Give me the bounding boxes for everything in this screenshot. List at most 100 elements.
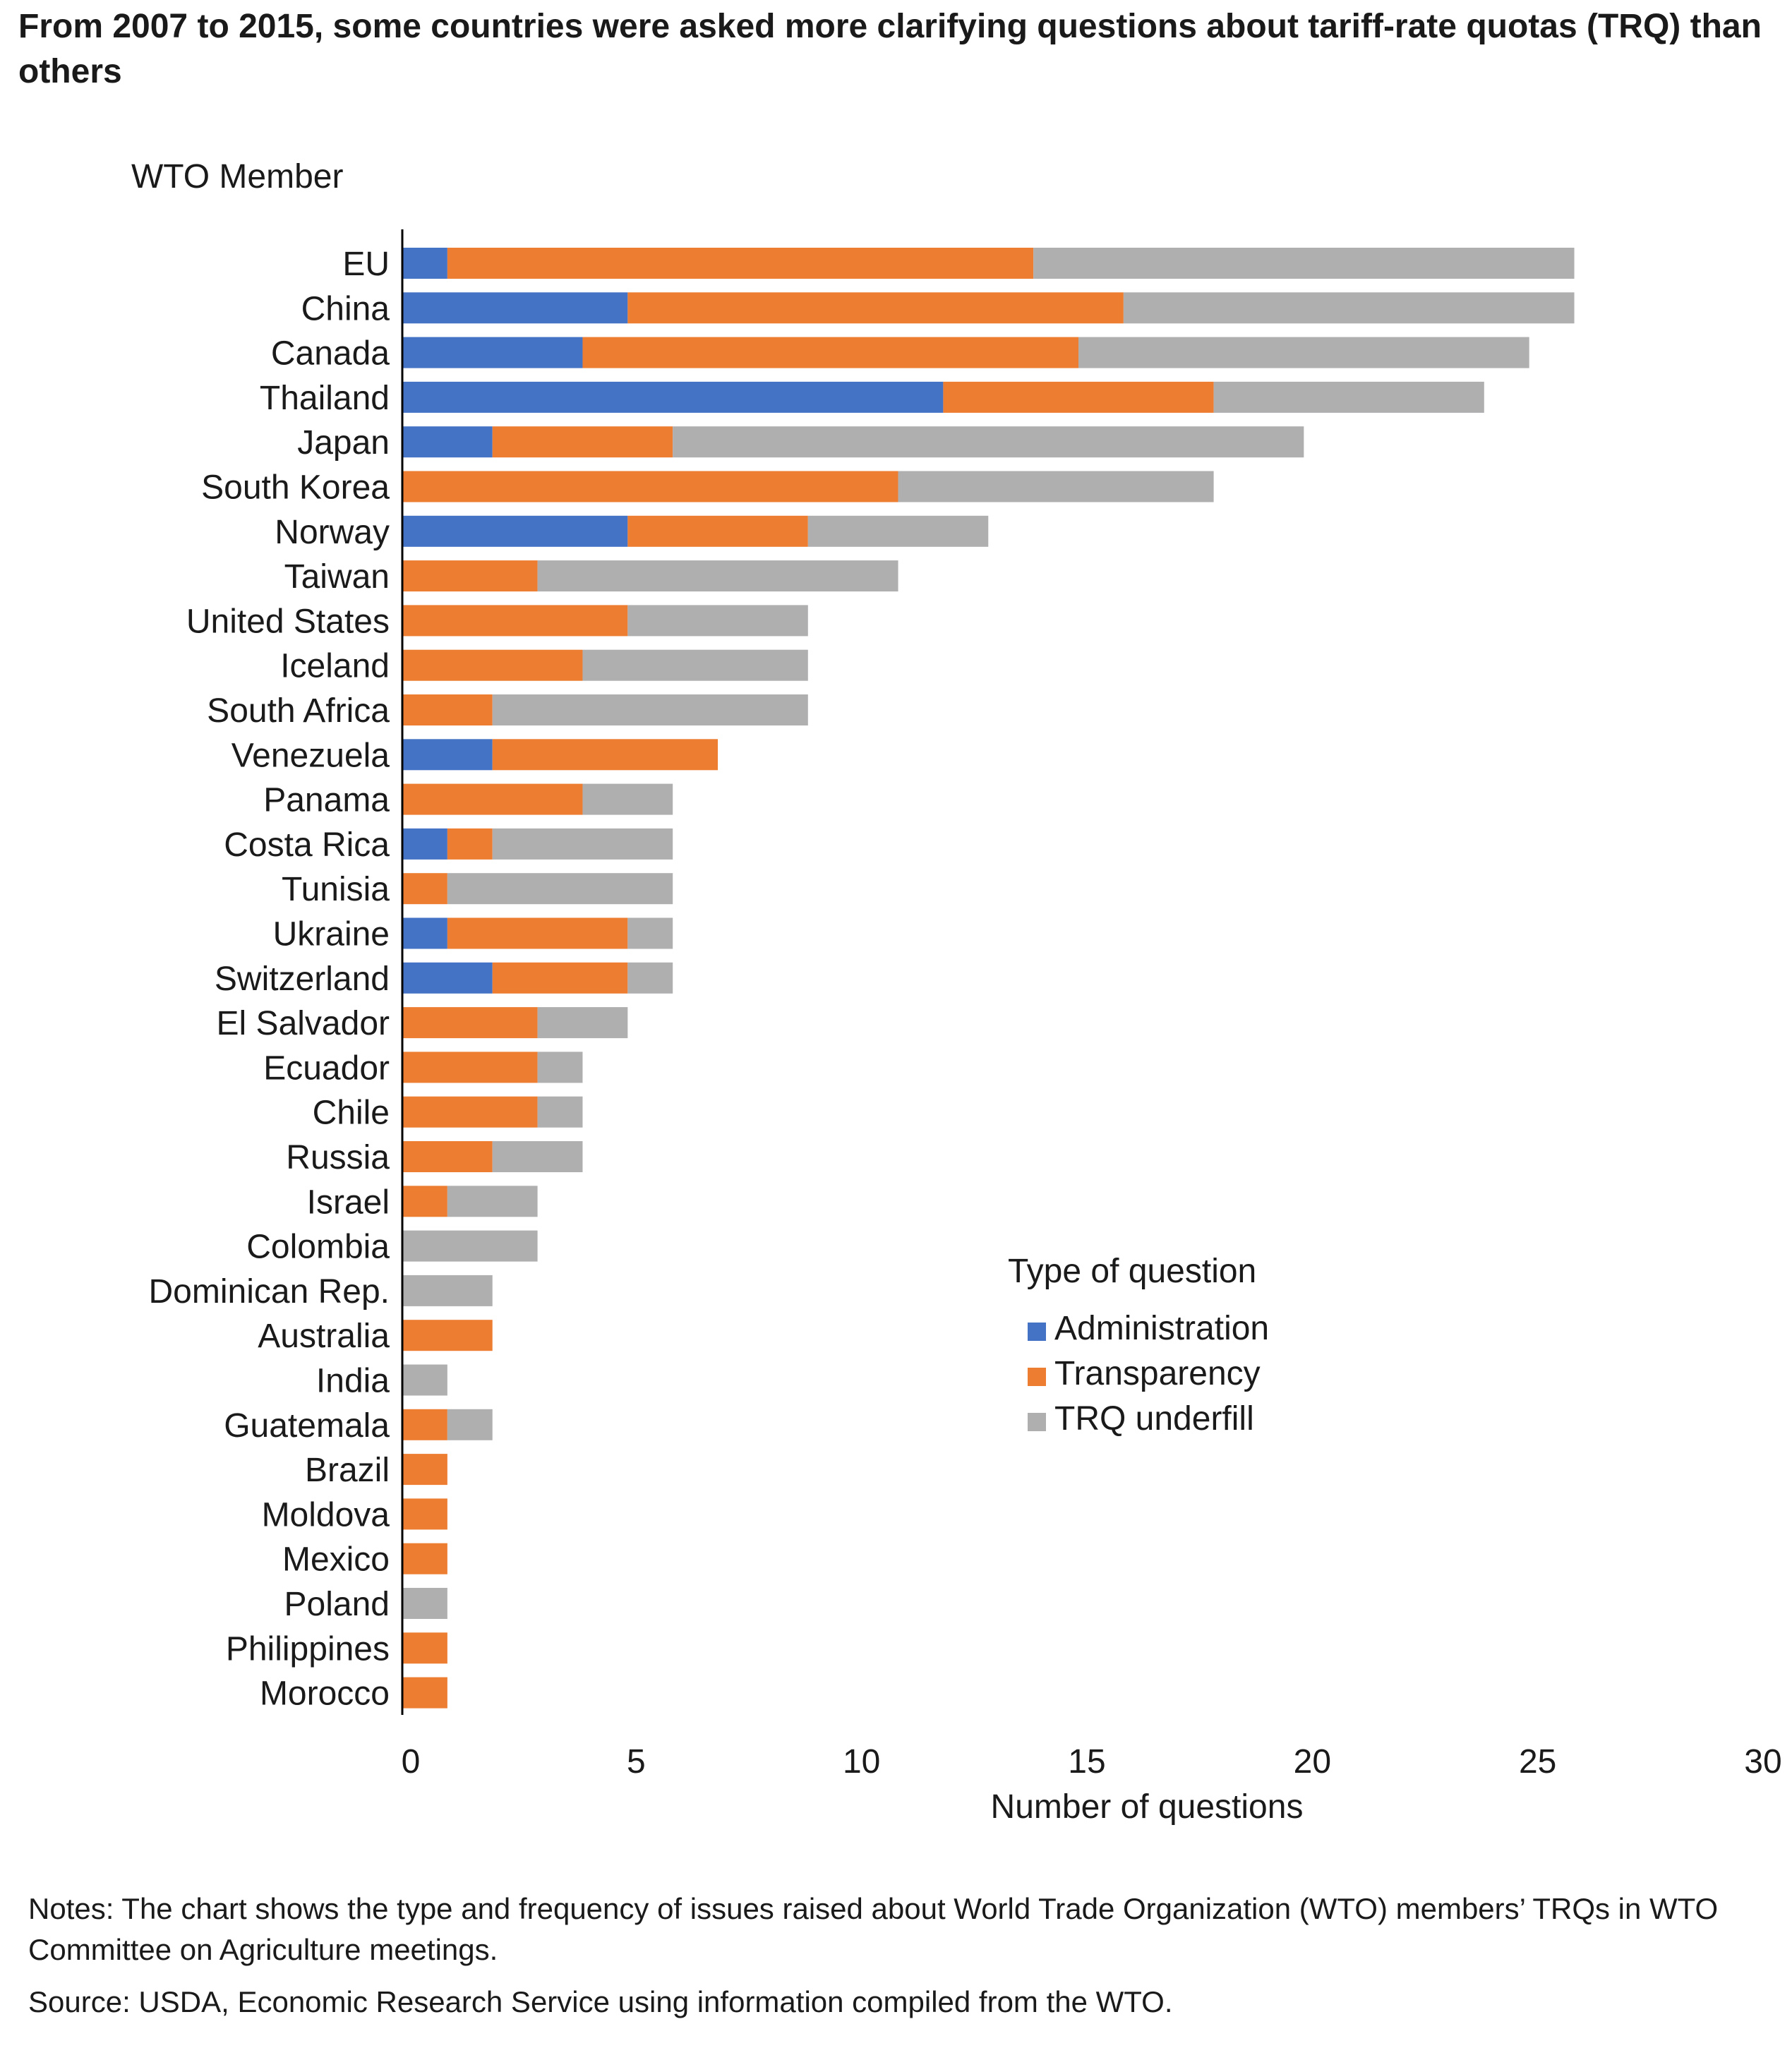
bar-venezuela-administration <box>402 739 493 771</box>
category-label-china: China <box>301 290 390 327</box>
bar-russia-transparency <box>402 1141 493 1172</box>
category-label-costa-rica: Costa Rica <box>224 826 390 864</box>
legend-swatch-transparency <box>1028 1368 1046 1386</box>
category-label-ecuador: Ecuador <box>263 1049 390 1087</box>
category-label-canada: Canada <box>271 335 390 373</box>
category-label-russia: Russia <box>286 1139 390 1176</box>
legend: Type of question Administration Transpare… <box>1008 1253 1269 1438</box>
bar-morocco-transparency <box>402 1677 447 1709</box>
category-label-eu: EU <box>342 246 390 283</box>
category-label-venezuela: Venezuela <box>231 737 390 774</box>
bars <box>402 248 1575 1709</box>
category-labels: EU China Canada Thailand Japan South Korea Nor… <box>149 246 390 1713</box>
bar-panama-trq-underfill <box>582 783 673 815</box>
bar-tunisia-transparency <box>402 873 447 905</box>
category-label-norway: Norway <box>275 514 390 551</box>
category-label-dominican-rep: Dominican Rep. <box>149 1273 390 1311</box>
category-label-colombia: Colombia <box>246 1229 390 1266</box>
bar-switzerland-administration <box>402 962 493 994</box>
bar-india-trq-underfill <box>402 1364 447 1396</box>
bar-costa-rica-trq-underfill <box>492 828 673 860</box>
bar-south-korea-transparency <box>402 471 898 502</box>
category-label-philippines: Philippines <box>226 1630 390 1668</box>
category-label-morocco: Morocco <box>260 1675 390 1713</box>
category-label-ukraine: Ukraine <box>273 916 390 953</box>
x-tick-label: 20 <box>1294 1743 1331 1781</box>
chart-notes: Notes: The chart shows the type and freq… <box>28 1892 1719 1966</box>
bar-japan-trq-underfill <box>673 426 1304 458</box>
bar-philippines-transparency <box>402 1632 447 1664</box>
category-label-guatemala: Guatemala <box>224 1407 390 1445</box>
category-label-brazil: Brazil <box>305 1452 390 1489</box>
category-label-united-states: United States <box>186 603 390 640</box>
category-label-south-korea: South Korea <box>201 469 390 507</box>
category-label-iceland: Iceland <box>280 648 390 685</box>
bar-china-administration <box>402 292 628 324</box>
bar-united-states-transparency <box>402 605 628 637</box>
bar-ukraine-administration <box>402 917 447 949</box>
bar-guatemala-trq-underfill <box>447 1409 493 1440</box>
bar-canada-trq-underfill <box>1078 337 1529 368</box>
bar-ukraine-transparency <box>447 917 628 949</box>
bar-chile-transparency <box>402 1096 538 1128</box>
bar-venezuela-transparency <box>492 739 718 771</box>
category-label-taiwan: Taiwan <box>284 558 390 596</box>
x-axis-title: Number of questions <box>991 1788 1304 1826</box>
x-tick-label: 5 <box>627 1743 646 1781</box>
bar-canada-transparency <box>582 337 1078 368</box>
bar-taiwan-trq-underfill <box>537 560 898 592</box>
bar-china-trq-underfill <box>1123 292 1575 324</box>
bar-eu-administration <box>402 248 447 279</box>
x-tick-labels: 0 5 10 15 20 25 30 <box>402 1743 1782 1781</box>
bar-ecuador-transparency <box>402 1052 538 1083</box>
legend-label-transparency: Transparency <box>1054 1355 1261 1392</box>
bar-el-salvador-trq-underfill <box>537 1007 628 1039</box>
bar-thailand-transparency <box>943 381 1214 413</box>
category-label-panama: Panama <box>263 782 390 819</box>
category-label-tunisia: Tunisia <box>282 871 390 908</box>
bar-israel-trq-underfill <box>447 1186 538 1217</box>
bar-norway-trq-underfill <box>807 515 989 547</box>
x-tick-label: 25 <box>1519 1743 1556 1781</box>
bar-thailand-trq-underfill <box>1213 381 1484 413</box>
bar-poland-trq-underfill <box>402 1588 447 1619</box>
bar-guatemala-transparency <box>402 1409 447 1440</box>
bar-taiwan-transparency <box>402 560 538 592</box>
bar-norway-transparency <box>627 515 808 547</box>
bar-australia-transparency <box>402 1320 493 1351</box>
bar-tunisia-trq-underfill <box>447 873 673 905</box>
bar-dominican-rep-trq-underfill <box>402 1275 493 1306</box>
category-label-el-salvador: El Salvador <box>217 1005 390 1042</box>
category-label-japan: Japan <box>297 424 390 462</box>
category-label-poland: Poland <box>284 1586 390 1623</box>
bar-chile-trq-underfill <box>537 1096 583 1128</box>
category-label-chile: Chile <box>313 1095 390 1132</box>
chart-source: Source: USDA, Economic Research Service … <box>28 1985 1173 2018</box>
x-tick-label: 15 <box>1068 1743 1105 1781</box>
bar-united-states-trq-underfill <box>627 605 808 637</box>
category-label-south-africa: South Africa <box>207 692 390 730</box>
bar-costa-rica-administration <box>402 828 447 860</box>
bar-south-korea-trq-underfill <box>898 471 1214 502</box>
bar-south-africa-trq-underfill <box>492 694 808 725</box>
legend-title: Type of question <box>1008 1253 1256 1290</box>
legend-label-administration: Administration <box>1054 1310 1269 1347</box>
x-tick-label: 30 <box>1744 1743 1781 1781</box>
x-tick-label: 10 <box>843 1743 880 1781</box>
bar-switzerland-transparency <box>492 962 628 994</box>
bar-japan-transparency <box>492 426 673 458</box>
bar-colombia-trq-underfill <box>402 1230 538 1262</box>
category-label-switzerland: Switzerland <box>215 960 390 998</box>
bar-eu-trq-underfill <box>1033 248 1575 279</box>
bar-costa-rica-transparency <box>447 828 493 860</box>
category-label-moldova: Moldova <box>262 1496 390 1534</box>
bar-iceland-transparency <box>402 649 583 681</box>
y-axis-title: WTO Member <box>131 158 343 195</box>
bar-mexico-transparency <box>402 1543 447 1574</box>
category-label-australia: Australia <box>258 1318 390 1355</box>
bar-south-africa-transparency <box>402 694 493 725</box>
bar-iceland-trq-underfill <box>582 649 808 681</box>
bar-norway-administration <box>402 515 628 547</box>
chart: WTO Member EU China Canada Thailand Japan Sou… <box>131 158 1782 1826</box>
category-label-mexico: Mexico <box>282 1541 390 1579</box>
